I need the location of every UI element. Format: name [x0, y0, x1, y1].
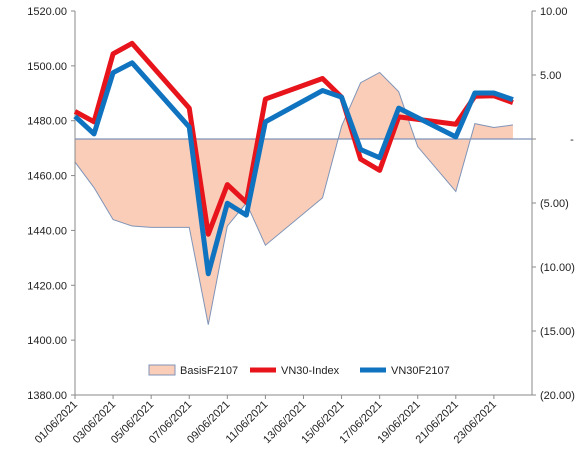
left-tick-label: 1380.00	[27, 390, 67, 402]
right-tick-label: 5.00	[540, 70, 561, 82]
left-tick-label: 1460.00	[27, 171, 67, 183]
legend: BasisF2107 VN30-Index VN30F2107	[148, 364, 450, 377]
left-tick-label: 1400.00	[27, 335, 67, 347]
series-lines-layer	[73, 40, 514, 277]
legend-label: VN30F2107	[391, 365, 450, 377]
right-tick-label: (5.00)	[540, 198, 569, 210]
basis-area-layer	[74, 71, 513, 325]
legend-label: VN30-Index	[281, 365, 340, 377]
legend-label: BasisF2107	[180, 365, 238, 377]
left-tick-label: 1520.00	[27, 6, 67, 18]
legend-swatch-basis	[148, 364, 176, 376]
left-axis-ticks: 1380.00 1400.00 1420.00 1440.00 1460.00 1480.…	[27, 6, 75, 402]
left-tick-label: 1420.00	[27, 280, 67, 292]
right-axis-ticks: 10.00 5.00 - (5.00) (10.00) (15.00) (20.00)	[532, 6, 575, 402]
right-tick-label: -	[570, 134, 574, 146]
right-tick-label: 10.00	[540, 6, 568, 18]
basis-area	[75, 72, 513, 325]
left-tick-label: 1440.00	[27, 225, 67, 237]
left-tick-label: 1500.00	[27, 61, 67, 73]
x-axis-ticks: 01/06/202103/06/202105/06/202107/06/2021…	[33, 395, 499, 446]
basis-area-edge	[74, 71, 513, 325]
right-tick-label: (20.00)	[540, 390, 575, 402]
right-tick-label: (15.00)	[540, 326, 575, 338]
vn30f2107-line	[73, 60, 514, 277]
right-tick-label: (10.00)	[540, 262, 575, 274]
vn30-index-line	[73, 40, 514, 237]
left-tick-label: 1480.00	[27, 116, 67, 128]
